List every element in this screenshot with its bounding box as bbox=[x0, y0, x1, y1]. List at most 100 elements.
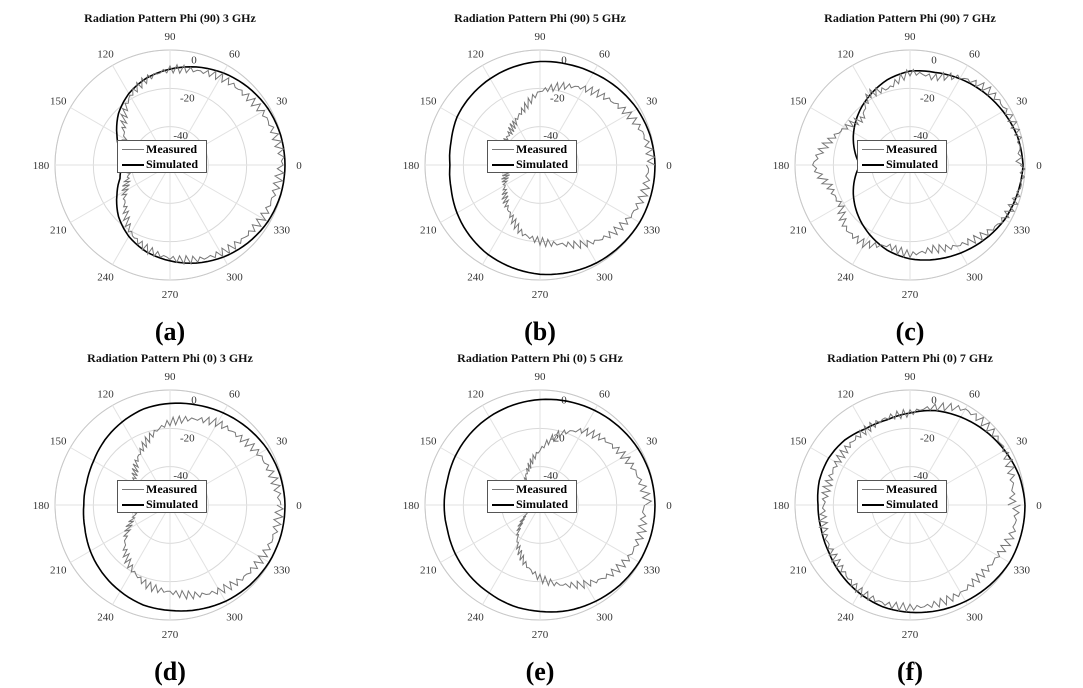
angle-tick-label: 120 bbox=[97, 48, 114, 60]
angle-tick-label: 60 bbox=[229, 388, 241, 400]
angle-tick-label: 270 bbox=[902, 289, 919, 301]
angle-tick-label: 90 bbox=[535, 371, 547, 383]
radial-tick-label: -40 bbox=[913, 470, 928, 482]
angle-tick-label: 0 bbox=[1036, 160, 1042, 172]
legend-swatch bbox=[862, 489, 884, 490]
polar-plot: 0 30 60 90 120 150 180 210 240 270 300 330 0 -20 -40 bbox=[773, 371, 1043, 641]
legend-label: Simulated bbox=[516, 157, 569, 171]
radial-tick-label: 0 bbox=[931, 55, 937, 67]
radial-tick-label: -40 bbox=[913, 130, 928, 142]
legend-entry: Measured bbox=[858, 482, 948, 497]
angle-tick-label: 210 bbox=[50, 225, 67, 237]
legend-entry: Simulated bbox=[858, 157, 948, 172]
angular-gridline bbox=[539, 164, 598, 265]
angle-tick-label: 60 bbox=[599, 388, 611, 400]
angle-tick-label: 210 bbox=[420, 225, 437, 237]
angle-tick-label: 210 bbox=[420, 565, 437, 577]
angle-tick-label: 180 bbox=[33, 160, 50, 172]
angle-tick-label: 270 bbox=[532, 629, 549, 641]
chart-panel: Radiation Pattern Phi (0) 5 GHz 0 30 60 90 12… bbox=[375, 345, 705, 686]
chart-panel: Radiation Pattern Phi (90) 7 GHz 0 30 60 90 1… bbox=[745, 5, 1075, 346]
simulated-series-line bbox=[448, 60, 656, 276]
legend-label: Measured bbox=[886, 142, 938, 156]
radial-tick-label: -20 bbox=[920, 432, 935, 444]
legend-swatch bbox=[862, 164, 884, 166]
angle-tick-label: 120 bbox=[837, 388, 854, 400]
angle-tick-label: 180 bbox=[773, 500, 790, 512]
legend-label: Measured bbox=[516, 142, 568, 156]
angle-tick-label: 150 bbox=[790, 436, 807, 448]
legend-label: Simulated bbox=[516, 497, 569, 511]
legend-swatch bbox=[862, 504, 884, 506]
legend-label: Simulated bbox=[146, 157, 199, 171]
panel-label: (c) bbox=[895, 317, 925, 346]
legend-entry: Measured bbox=[118, 482, 208, 497]
radial-tick-label: -20 bbox=[920, 92, 935, 104]
angle-tick-label: 300 bbox=[966, 272, 983, 284]
angle-tick-label: 240 bbox=[837, 272, 854, 284]
angle-tick-label: 240 bbox=[837, 612, 854, 624]
radial-tick-label: -40 bbox=[173, 130, 188, 142]
angle-tick-label: 330 bbox=[1013, 565, 1030, 577]
angle-tick-label: 60 bbox=[969, 388, 981, 400]
angle-tick-label: 240 bbox=[467, 272, 484, 284]
panel-label: (d) bbox=[154, 657, 186, 686]
legend-entry: Simulated bbox=[118, 497, 208, 512]
legend-entry: Measured bbox=[488, 482, 578, 497]
legend-swatch bbox=[122, 149, 144, 150]
angle-tick-label: 300 bbox=[966, 612, 983, 624]
simulated-series-line bbox=[82, 402, 286, 612]
angle-tick-label: 210 bbox=[50, 565, 67, 577]
angular-gridline bbox=[440, 504, 541, 563]
angle-tick-label: 270 bbox=[532, 289, 549, 301]
legend-entry: Measured bbox=[488, 142, 578, 157]
angular-gridline bbox=[852, 504, 911, 605]
angle-tick-label: 120 bbox=[97, 388, 114, 400]
angular-gridline bbox=[539, 164, 640, 223]
simulated-series-line bbox=[443, 398, 656, 613]
angle-tick-label: 60 bbox=[599, 48, 611, 60]
angle-tick-label: 0 bbox=[296, 500, 302, 512]
panel-label: (f) bbox=[897, 657, 923, 686]
legend-swatch bbox=[492, 489, 514, 490]
angle-tick-label: 240 bbox=[97, 612, 114, 624]
angle-tick-label: 270 bbox=[162, 289, 179, 301]
angle-tick-label: 180 bbox=[773, 160, 790, 172]
chart-panel: Radiation Pattern Phi (90) 3 GHz 0 30 60 90 1… bbox=[5, 5, 335, 346]
angle-tick-label: 90 bbox=[535, 31, 547, 43]
angular-gridline bbox=[909, 164, 1010, 223]
legend-swatch bbox=[122, 504, 144, 506]
radial-tick-label: -40 bbox=[543, 470, 558, 482]
angular-gridline bbox=[852, 164, 911, 265]
angular-gridline bbox=[440, 164, 541, 223]
radial-tick-label: -40 bbox=[543, 130, 558, 142]
angle-tick-label: 150 bbox=[50, 436, 67, 448]
panel-label: (e) bbox=[525, 657, 555, 686]
angular-gridline bbox=[112, 504, 171, 605]
legend-label: Simulated bbox=[146, 497, 199, 511]
angle-tick-label: 300 bbox=[596, 272, 613, 284]
legend-swatch bbox=[122, 164, 144, 166]
angular-gridline bbox=[539, 504, 640, 563]
angular-gridline bbox=[482, 504, 541, 605]
radial-tick-label: 0 bbox=[931, 395, 937, 407]
angular-gridline bbox=[909, 164, 968, 265]
angle-tick-label: 150 bbox=[50, 96, 67, 108]
polar-plot: 0 30 60 90 120 150 180 210 240 270 300 330 0 -20 -40 bbox=[403, 31, 673, 301]
angle-tick-label: 120 bbox=[467, 48, 484, 60]
chart-title: Radiation Pattern Phi (0) 5 GHz bbox=[457, 351, 623, 365]
legend-swatch bbox=[492, 504, 514, 506]
angular-gridline bbox=[169, 164, 228, 265]
chart-panel: Radiation Pattern Phi (0) 3 GHz 0 30 60 90 12… bbox=[5, 345, 335, 686]
chart-title: Radiation Pattern Phi (90) 3 GHz bbox=[84, 11, 256, 25]
measured-series-line bbox=[811, 68, 1026, 259]
angular-gridline bbox=[112, 164, 171, 265]
panel-label: (a) bbox=[154, 317, 186, 346]
chart-title: Radiation Pattern Phi (0) 7 GHz bbox=[827, 351, 993, 365]
legend-entry: Simulated bbox=[858, 497, 948, 512]
legend-swatch bbox=[122, 489, 144, 490]
angle-tick-label: 330 bbox=[273, 565, 290, 577]
angular-gridline bbox=[909, 504, 1010, 563]
legend-label: Measured bbox=[886, 482, 938, 496]
angle-tick-label: 300 bbox=[226, 272, 243, 284]
